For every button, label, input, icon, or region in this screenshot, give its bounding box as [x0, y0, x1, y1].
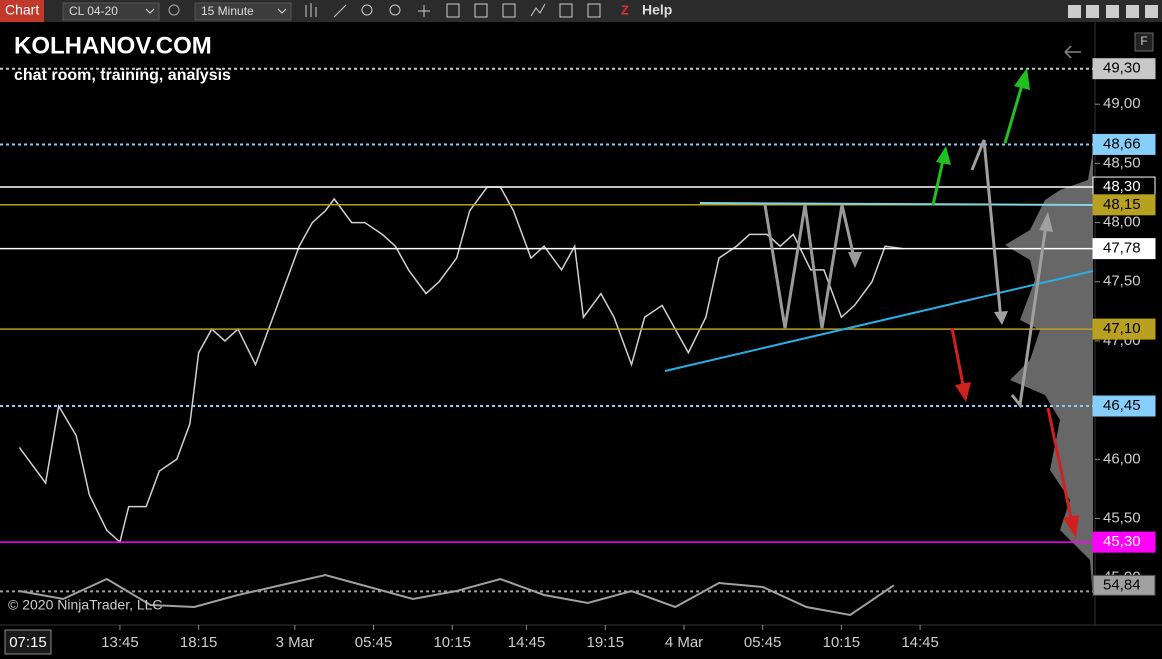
- y-tick-label: 47,50: [1103, 273, 1141, 290]
- trend-line: [664, 270, 1094, 372]
- y-tick-label: 48,00: [1103, 214, 1141, 231]
- x-tick-label: 13:45: [101, 634, 139, 651]
- level-label-box: [1092, 395, 1156, 417]
- price-line: [18, 186, 903, 544]
- level-label-box: [1092, 194, 1156, 216]
- panel-button-label[interactable]: F: [1140, 34, 1147, 48]
- volume-profile: [1005, 150, 1093, 600]
- x-tick-label: 3 Mar: [276, 634, 314, 651]
- tab-label[interactable]: Chart: [5, 2, 39, 18]
- level-label: 48,30: [1103, 178, 1141, 195]
- arrow-head: [994, 311, 1008, 325]
- watermark-subtitle: chat room, training, analysis: [14, 67, 231, 84]
- chart-tab[interactable]: [0, 0, 44, 22]
- instrument-label[interactable]: CL 04-20: [69, 4, 118, 18]
- level-label-box: [1092, 133, 1156, 155]
- level-label: 47,10: [1103, 320, 1141, 337]
- arrow-head: [1063, 515, 1079, 538]
- x-tick-label: 05:45: [355, 634, 393, 651]
- interval-select[interactable]: [194, 2, 292, 21]
- level-label: 46,45: [1103, 397, 1141, 414]
- y-tick-label: 46,00: [1103, 450, 1141, 467]
- dropdown-icon: [277, 8, 287, 14]
- search-icon[interactable]: [168, 4, 180, 16]
- arrow-head: [1039, 212, 1053, 232]
- level-label-box: [1092, 238, 1156, 260]
- level-label: 45,30: [1103, 533, 1141, 550]
- indicator-label-box: [1092, 574, 1156, 596]
- window-button[interactable]: [1106, 5, 1119, 18]
- x-tick-label: 14:45: [508, 634, 546, 651]
- indicator-label: 54,84: [1103, 576, 1141, 593]
- cursor-time: 07:15: [9, 634, 47, 651]
- instrument-select[interactable]: [62, 2, 160, 21]
- arrow: [950, 327, 965, 386]
- x-tick-label: 10:15: [433, 634, 471, 651]
- arrow-head: [848, 252, 862, 268]
- back-arrow[interactable]: [1064, 45, 1081, 59]
- projection: [1010, 224, 1048, 409]
- y-tick-label: 48,50: [1103, 154, 1141, 171]
- resistance-line: [699, 202, 1094, 206]
- interval-label[interactable]: 15 Minute: [201, 4, 254, 18]
- projection: [970, 139, 1003, 321]
- x-tick-label: 05:45: [744, 634, 782, 651]
- cursor-time-box: [4, 629, 52, 655]
- level-label: 49,30: [1103, 60, 1141, 77]
- help-menu[interactable]: Help: [642, 2, 672, 18]
- x-tick-label: 4 Mar: [665, 634, 703, 651]
- level-label-box: [1092, 58, 1156, 80]
- window-button[interactable]: [1126, 5, 1139, 18]
- level-label-box: [1092, 531, 1156, 553]
- level-label: 48,66: [1103, 135, 1141, 152]
- zigzag: [763, 204, 857, 329]
- level-label: 48,15: [1103, 196, 1141, 213]
- z-icon[interactable]: Z: [621, 2, 629, 17]
- y-tick-label: 49,00: [1103, 95, 1141, 112]
- y-tick-label: 45,50: [1103, 509, 1141, 526]
- arrow-head: [955, 382, 971, 402]
- panel-button[interactable]: [1134, 32, 1154, 52]
- watermark-title: KOLHANOV.COM: [14, 32, 212, 59]
- x-tick-label: 19:15: [587, 634, 625, 651]
- arrow-head: [936, 146, 951, 165]
- close-button[interactable]: [1145, 5, 1158, 18]
- drawn-arrows: [763, 68, 1079, 538]
- price-labels: 45,0045,5046,0047,0047,5048,0048,5049,00…: [101, 58, 1156, 651]
- arrow-head: [1014, 68, 1030, 90]
- window-button[interactable]: [1086, 5, 1099, 18]
- dropdown-icon: [145, 8, 155, 14]
- level-label: 47,78: [1103, 240, 1141, 257]
- x-tick-label: 10:15: [823, 634, 861, 651]
- arrow: [1046, 407, 1073, 519]
- toolbar-icons[interactable]: [305, 3, 601, 18]
- level-label-box: [1092, 318, 1156, 340]
- arrow: [931, 159, 945, 206]
- toolbar: [0, 0, 1162, 22]
- copyright: © 2020 NinjaTrader, LLC: [8, 597, 163, 613]
- x-tick-label: 18:15: [180, 634, 218, 651]
- window-button[interactable]: [1068, 5, 1081, 18]
- x-tick-label: 14:45: [901, 634, 939, 651]
- plot: [0, 67, 1093, 617]
- arrow: [1003, 84, 1024, 144]
